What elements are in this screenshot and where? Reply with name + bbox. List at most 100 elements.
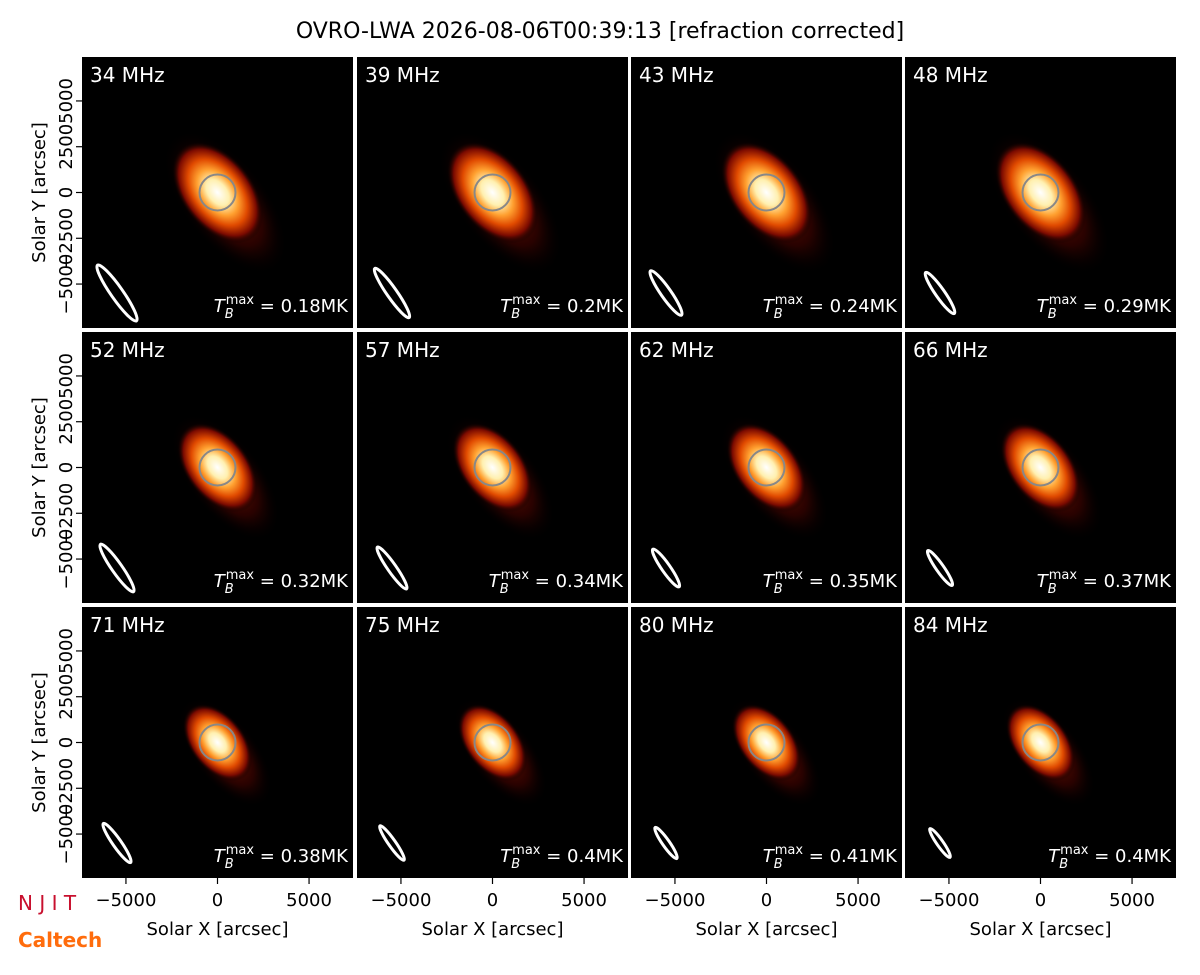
tb-eq: = [254, 846, 281, 867]
emission-core [182, 703, 253, 782]
panel: 66 MHz TBmax = 0.37MK [905, 332, 1176, 603]
y-axis-label: Solar Y [arcsec] [29, 397, 50, 538]
solar-disk [473, 448, 512, 487]
tb-max-label: TBmax = 0.29MK [1037, 293, 1172, 322]
solar-disk [198, 723, 237, 762]
tb-value: 0.35 [830, 571, 870, 592]
tb-max-label: TBmax = 0.4MK [500, 843, 624, 872]
x-tick-label: 5000 [286, 890, 332, 911]
panel: 80 MHz TBmax = 0.41MK [631, 607, 902, 878]
tb-sup: max [226, 843, 255, 858]
x-tick-label: 5000 [1109, 890, 1155, 911]
tb-max-label: TBmax = 0.2MK [500, 293, 624, 322]
tb-value: 0.18 [281, 296, 321, 317]
y-tick-label: 2500 [56, 674, 77, 720]
y-tick-label: −2500 [56, 208, 77, 269]
beam [101, 821, 133, 865]
tb-unit: MK [870, 846, 899, 867]
tb-max-label: TBmax = 0.35MK [763, 568, 898, 597]
x-tick-label: 0 [487, 890, 498, 911]
tb-eq: = [1077, 571, 1104, 592]
beam [95, 263, 139, 323]
tb-sub: B [225, 857, 234, 872]
tb-symbol: T [763, 846, 776, 867]
tb-unit: MK [321, 846, 350, 867]
tb-eq: = [803, 296, 830, 317]
y-tick-label: −2500 [56, 758, 77, 819]
x-tick-label: −5000 [919, 890, 980, 911]
x-tick-label: 0 [212, 890, 223, 911]
beam [98, 542, 136, 594]
y-tick-label: 0 [56, 187, 77, 198]
beam [372, 266, 412, 320]
tb-max-label: TBmax = 0.34MK [489, 568, 624, 597]
x-tick-label: 0 [761, 890, 772, 911]
x-axis-label: Solar X [arcsec] [970, 919, 1112, 940]
x-axis-label: Solar X [arcsec] [696, 919, 838, 940]
tb-sup: max [512, 843, 541, 858]
solar-disk [198, 448, 237, 487]
beam [378, 824, 406, 862]
tb-sup: max [1060, 843, 1089, 858]
solar-disk [1021, 723, 1060, 762]
solar-disk [473, 173, 512, 212]
tb-value: 0.2 [567, 296, 596, 317]
x-axis-label: Solar X [arcsec] [422, 919, 564, 940]
tb-value: 0.32 [281, 571, 321, 592]
tb-unit: MK [596, 571, 625, 592]
panel: 84 MHz TBmax = 0.4MK [905, 607, 1176, 878]
tb-max-label: TBmax = 0.38MK [214, 843, 349, 872]
caltech-logo: Caltech [18, 928, 102, 952]
tb-eq: = [1088, 846, 1115, 867]
tb-max-label: TBmax = 0.32MK [214, 568, 349, 597]
emission-core [731, 703, 802, 782]
tb-sup: max [226, 293, 255, 308]
tb-unit: MK [1144, 846, 1173, 867]
emission-core [726, 422, 807, 513]
y-axis-label: Solar Y [arcsec] [29, 122, 50, 263]
tb-symbol: T [214, 296, 227, 317]
emission-core [720, 141, 813, 244]
figure-title: OVRO-LWA 2026-08-06T00:39:13 [refraction… [296, 19, 904, 44]
panel: 57 MHz TBmax = 0.34MK [357, 332, 628, 603]
beam [650, 547, 682, 589]
tb-max-label: TBmax = 0.37MK [1037, 568, 1172, 597]
tb-eq: = [529, 571, 556, 592]
solar-disk [747, 173, 786, 212]
frequency-label: 48 MHz [913, 63, 988, 87]
tb-symbol: T [1048, 846, 1061, 867]
x-axis-label: Solar X [arcsec] [147, 919, 289, 940]
tb-unit: MK [596, 846, 625, 867]
tb-unit: MK [870, 571, 899, 592]
tb-sub: B [1059, 857, 1068, 872]
solar-disk [747, 448, 786, 487]
tb-sup: max [501, 568, 530, 583]
beam [925, 548, 955, 588]
y-axis-label: Solar Y [arcsec] [29, 672, 50, 813]
beam [375, 545, 409, 591]
beam [928, 827, 952, 859]
frequency-label: 80 MHz [639, 613, 714, 637]
emission-core [1005, 703, 1076, 782]
tb-symbol: T [1037, 571, 1050, 592]
tb-max-label: TBmax = 0.4MK [1048, 843, 1172, 872]
tb-symbol: T [214, 571, 227, 592]
x-tick-label: 0 [1035, 890, 1046, 911]
emission-core [171, 141, 264, 244]
y-tick-label: 2500 [56, 124, 77, 170]
tb-symbol: T [763, 571, 776, 592]
tb-symbol: T [1037, 296, 1050, 317]
x-tick-label: 5000 [561, 890, 607, 911]
y-tick-label: −5000 [56, 529, 77, 590]
panel: 75 MHz TBmax = 0.4MK [357, 607, 628, 878]
panel: 43 MHz TBmax = 0.24MK [631, 57, 902, 328]
tb-sup: max [512, 293, 541, 308]
beam [653, 825, 679, 861]
tb-symbol: T [763, 296, 776, 317]
tb-unit: MK [1144, 571, 1173, 592]
tb-unit: MK [1144, 296, 1173, 317]
panel: 52 MHz TBmax = 0.32MK [82, 332, 353, 603]
frequency-label: 39 MHz [365, 63, 440, 87]
tb-sup: max [775, 293, 804, 308]
